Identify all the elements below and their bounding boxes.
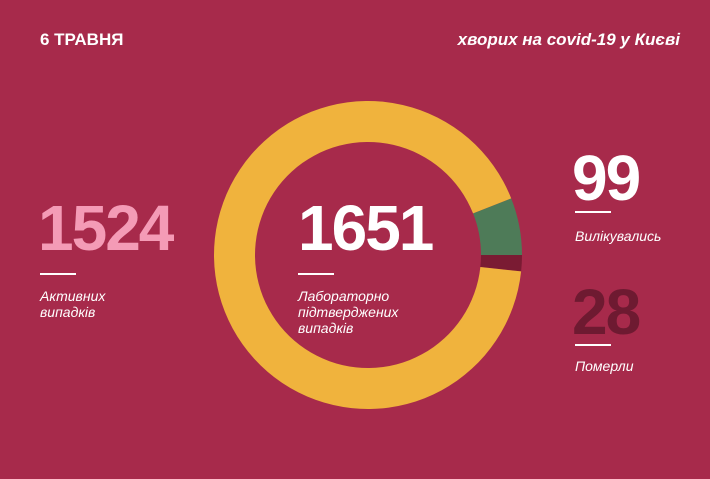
- divider: [575, 211, 611, 213]
- total-number: 1651: [298, 192, 434, 264]
- died-number: 28: [572, 276, 641, 348]
- recovered-number: 99: [572, 142, 641, 214]
- headline: хворих на covid-19 у Києві: [457, 30, 680, 49]
- divider: [575, 344, 611, 346]
- died-label: Померли: [575, 358, 634, 374]
- active-label: Активних випадків: [40, 288, 106, 320]
- active-number: 1524: [38, 192, 174, 264]
- recovered-label: Вилікувались: [575, 228, 662, 244]
- divider: [40, 273, 76, 275]
- donut-segment: [480, 255, 522, 272]
- divider: [298, 273, 334, 275]
- donut-segment: [473, 198, 522, 255]
- total-label: Лабораторно підтверджених випадків: [298, 288, 399, 336]
- date: 6 ТРАВНЯ: [40, 30, 124, 49]
